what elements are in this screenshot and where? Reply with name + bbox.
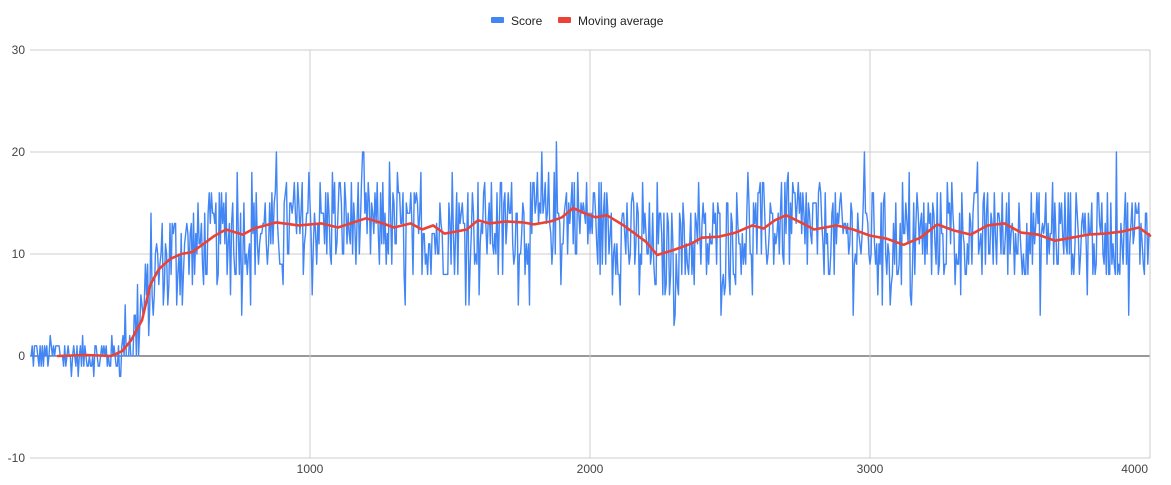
legend-swatch-moving-average [558, 17, 571, 23]
legend-swatch-score [491, 17, 504, 23]
series-score-line [30, 141, 1150, 378]
x-tick-label: 3000 [857, 462, 884, 476]
x-tick-label: 1000 [297, 462, 324, 476]
x-tick-label: 4000 [1121, 462, 1148, 476]
y-tick-label: 10 [12, 247, 26, 261]
legend-label-score: Score [511, 14, 543, 28]
axis-labels: -10 0 10 20 30 1000 2000 3000 4000 [8, 43, 1149, 476]
y-tick-label: 0 [18, 349, 25, 363]
y-tick-label: 20 [12, 145, 26, 159]
series-layer [30, 141, 1152, 378]
y-tick-label: 30 [12, 43, 26, 57]
legend: Score Moving average [491, 14, 664, 28]
series-moving-average-line [56, 206, 1152, 358]
legend-label-moving-average: Moving average [578, 14, 664, 28]
x-tick-label: 2000 [577, 462, 604, 476]
y-tick-label: -10 [8, 451, 26, 465]
